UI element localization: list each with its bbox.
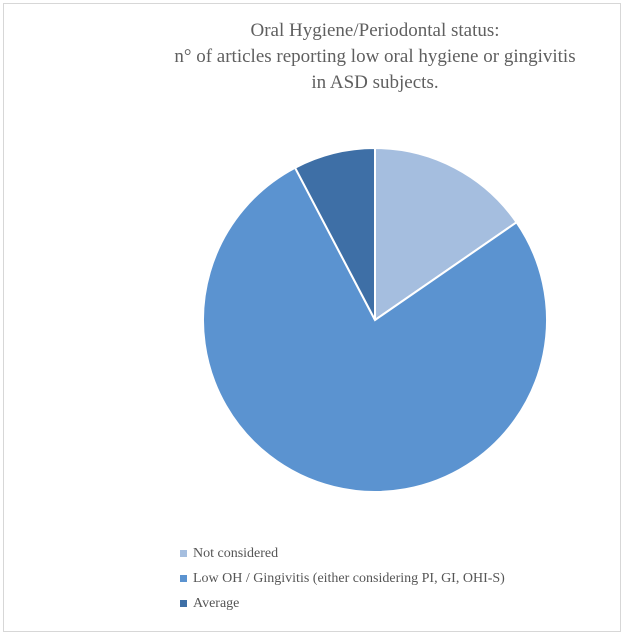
legend-swatch-average — [180, 600, 187, 607]
chart-legend: Not considered Low OH / Gingivitis (eith… — [180, 541, 505, 616]
pie-slice-average — [293, 146, 376, 321]
legend-label-low-oh-gingivitis: Low OH / Gingivitis (either considering … — [193, 570, 505, 586]
legend-swatch-not-considered — [180, 550, 187, 557]
legend-item-not-considered: Not considered — [180, 541, 505, 566]
pie-slice-not-considered — [374, 146, 518, 322]
legend-label-not-considered: Not considered — [193, 545, 279, 561]
title-line-3: in ASD subjects. — [311, 72, 439, 93]
legend-item-average: Average — [180, 591, 505, 616]
chart-title: Oral Hygiene/Periodontal status: n° of a… — [0, 18, 626, 96]
title-line-2: n° of articles reporting low oral hygien… — [174, 46, 576, 67]
legend-label-average: Average — [193, 595, 240, 611]
title-line-1: Oral Hygiene/Periodontal status: — [250, 20, 500, 41]
pie-slice-low-oh-gingivitis — [202, 166, 548, 493]
legend-swatch-low-oh-gingivitis — [180, 575, 187, 582]
legend-item-low-oh-gingivitis: Low OH / Gingivitis (either considering … — [180, 566, 505, 591]
